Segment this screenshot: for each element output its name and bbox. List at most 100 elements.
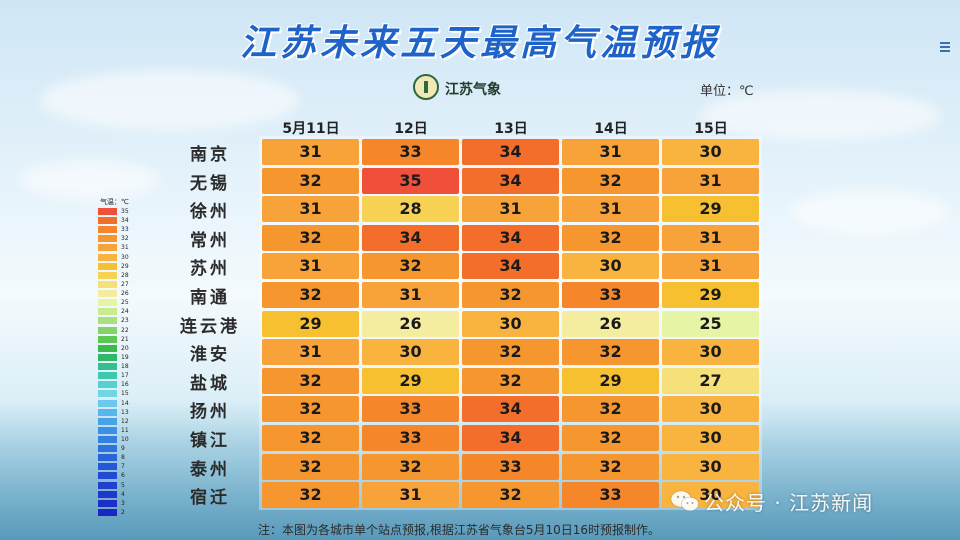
legend-label: 33 <box>121 226 129 234</box>
temperature-cell: 31 <box>262 339 359 366</box>
temperature-cell: 32 <box>362 253 459 280</box>
legend-label: 23 <box>121 317 129 325</box>
legend-label: 11 <box>121 426 129 434</box>
temperature-cell: 33 <box>462 453 559 480</box>
legend-label: 3 <box>121 499 125 507</box>
temperature-cell: 26 <box>362 310 459 337</box>
legend-label: 31 <box>121 244 129 252</box>
city-label: 镇江 <box>190 431 230 451</box>
legend-swatch <box>98 262 117 270</box>
city-label: 南通 <box>190 288 230 308</box>
legend-label: 27 <box>121 280 129 288</box>
menu-icon[interactable] <box>940 40 950 52</box>
temperature-cell: 32 <box>262 167 359 194</box>
legend-label: 7 <box>121 463 125 471</box>
temperature-cell: 32 <box>262 367 359 394</box>
temperature-cell: 30 <box>662 425 759 451</box>
legend-swatch <box>98 326 117 334</box>
watermark: 公众号 · 江苏新闻 <box>704 491 874 515</box>
legend-swatch <box>98 508 117 516</box>
temperature-cell: 32 <box>462 482 559 509</box>
legend-label: 28 <box>121 271 129 279</box>
column-header: 5月11日 <box>282 121 340 137</box>
legend-swatch <box>98 244 117 252</box>
city-label: 扬州 <box>190 402 230 423</box>
legend-swatch <box>98 353 117 361</box>
legend-label: 20 <box>121 344 129 352</box>
temperature-cell: 31 <box>662 253 759 280</box>
legend-swatch <box>98 436 117 443</box>
temperature-cell: 32 <box>462 367 559 394</box>
temperature-cell: 29 <box>562 367 659 394</box>
temperature-cell: 32 <box>562 396 659 423</box>
legend-swatch <box>98 217 117 225</box>
column-header: 14日 <box>594 121 628 137</box>
temperature-cell: 34 <box>462 253 559 280</box>
legend-swatch <box>98 417 117 425</box>
temperature-cell: 32 <box>562 339 659 366</box>
temperature-cell: 34 <box>462 396 559 423</box>
legend-title: 气温：℃ <box>100 198 129 206</box>
legend-swatch <box>98 299 117 307</box>
temperature-cell: 31 <box>362 282 459 308</box>
temperature-cell: 31 <box>462 196 559 223</box>
temperature-cell: 30 <box>662 139 759 165</box>
city-label: 泰州 <box>190 459 230 480</box>
temperature-cell: 31 <box>262 139 359 165</box>
legend-swatch <box>98 372 117 380</box>
city-label: 淮安 <box>190 345 230 366</box>
legend-swatch <box>98 472 117 480</box>
legend-swatch <box>98 290 117 298</box>
legend-swatch <box>98 335 117 343</box>
unit-label: 单位：℃ <box>700 84 754 99</box>
temperature-cell: 26 <box>562 310 659 337</box>
legend-label: 16 <box>121 381 129 389</box>
logo-text: 江苏气象 <box>445 82 501 98</box>
city-label: 盐城 <box>190 373 230 394</box>
temperature-cell: 30 <box>462 310 559 337</box>
legend-swatch <box>98 499 117 507</box>
temperature-cell: 34 <box>462 224 559 251</box>
legend-label: 9 <box>121 445 125 453</box>
temperature-cell: 32 <box>562 224 659 251</box>
temperature-cell: 28 <box>362 196 459 223</box>
legend-swatch <box>98 344 117 352</box>
city-label: 常州 <box>190 230 230 251</box>
temperature-cell: 33 <box>362 139 459 165</box>
legend-swatch <box>98 399 117 407</box>
temperature-cell: 32 <box>562 453 659 480</box>
legend-label: 22 <box>121 326 129 334</box>
legend-label: 8 <box>121 454 125 462</box>
legend-label: 24 <box>121 308 129 316</box>
temperature-cell: 30 <box>662 453 759 480</box>
temperature-cell: 32 <box>262 396 359 423</box>
legend-swatch <box>98 381 117 389</box>
temperature-cell: 31 <box>662 167 759 194</box>
legend-label: 4 <box>121 490 125 498</box>
legend-label: 17 <box>121 372 129 380</box>
temperature-cell: 32 <box>262 224 359 251</box>
legend-swatch <box>98 226 117 234</box>
temperature-cell: 32 <box>262 282 359 308</box>
legend-swatch <box>98 426 117 434</box>
legend-swatch <box>98 490 117 498</box>
temperature-cell: 32 <box>562 425 659 451</box>
legend-label: 34 <box>121 217 129 225</box>
legend-label: 2 <box>121 508 125 516</box>
legend-swatch <box>98 280 117 288</box>
jiangsu-meteorology-logo-icon <box>413 74 439 100</box>
temperature-cell: 30 <box>562 253 659 280</box>
city-label: 无锡 <box>190 173 230 194</box>
legend-label: 35 <box>121 208 129 215</box>
temperature-cell: 29 <box>262 310 359 337</box>
legend-swatch <box>98 235 117 243</box>
temperature-cell: 32 <box>462 282 559 308</box>
legend-swatch <box>98 208 117 215</box>
legend-label: 18 <box>121 363 129 371</box>
legend-label: 29 <box>121 262 129 270</box>
legend-swatch <box>98 454 117 462</box>
legend-label: 19 <box>121 353 129 361</box>
temperature-cell: 34 <box>362 224 459 251</box>
legend-label: 32 <box>121 235 129 243</box>
temperature-cell: 30 <box>662 339 759 366</box>
